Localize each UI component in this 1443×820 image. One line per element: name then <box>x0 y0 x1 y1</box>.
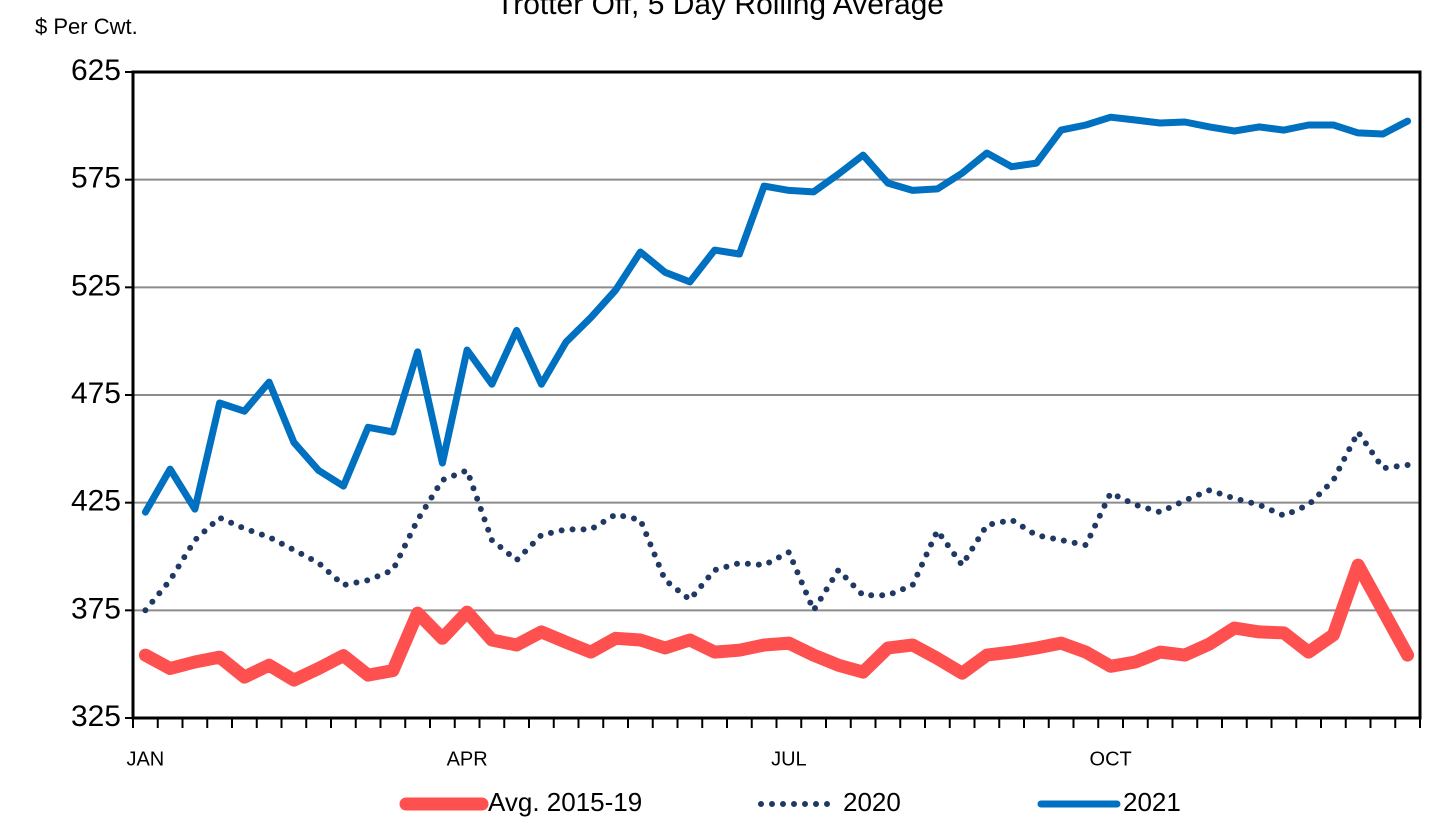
chart-title: Trotter Off, 5 Day Rolling Average <box>496 0 944 21</box>
y-axis-label: $ Per Cwt. <box>35 14 138 39</box>
x-tick-label: JUL <box>771 748 807 770</box>
y-tick-label: 575 <box>71 162 121 195</box>
y-tick-label: 375 <box>71 592 121 625</box>
series-line <box>138 558 1415 687</box>
series-line <box>141 113 1412 516</box>
y-tick-label: 325 <box>71 700 121 733</box>
y-tick-label: 425 <box>71 485 121 518</box>
y-tick-label: 625 <box>71 54 121 87</box>
legend-label: 2021 <box>1123 787 1181 817</box>
x-tick-label: APR <box>447 748 488 770</box>
x-tick-label: OCT <box>1090 748 1132 770</box>
y-tick-label: 525 <box>71 269 121 302</box>
series-line <box>142 426 1411 617</box>
y-tick-label: 475 <box>71 377 121 410</box>
legend-label: Avg. 2015-19 <box>488 787 642 817</box>
x-tick-label: JAN <box>126 748 164 770</box>
legend-label: 2020 <box>843 787 901 817</box>
plot-border <box>131 70 1422 720</box>
